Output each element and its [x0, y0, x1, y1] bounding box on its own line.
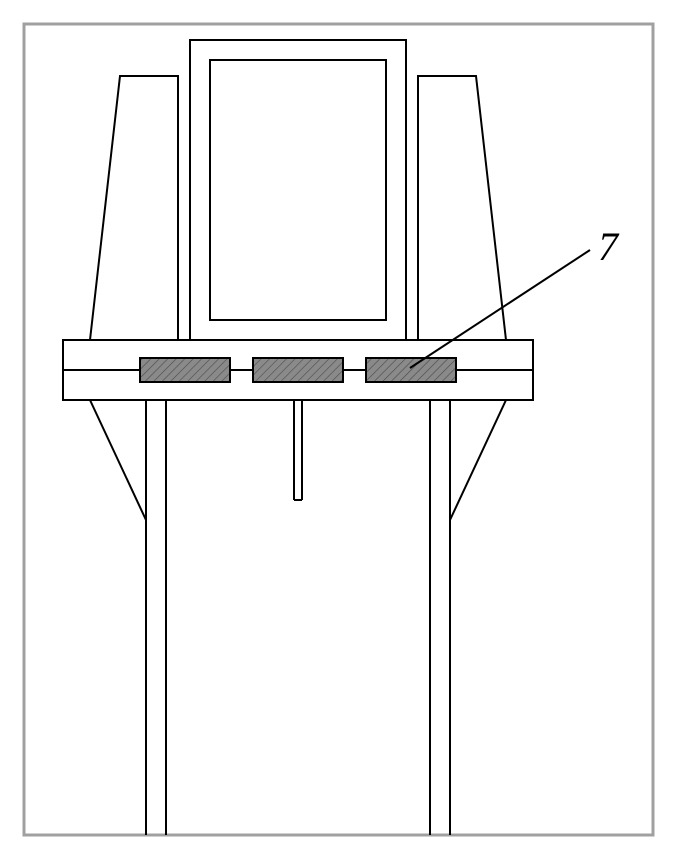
top-wing-right — [418, 76, 506, 340]
bearing-block-3 — [366, 358, 456, 382]
top-block-outer — [190, 40, 406, 340]
callout-leader — [410, 250, 590, 368]
bottom-wing-left — [90, 400, 146, 520]
bearing-block-1 — [140, 358, 230, 382]
top-block-inner — [210, 60, 386, 320]
bottom-wing-right — [450, 400, 506, 520]
top-wing-left — [90, 76, 178, 340]
figure-border — [24, 24, 653, 835]
callout-label-7: 7 — [598, 224, 620, 269]
bearing-block-2 — [253, 358, 343, 382]
